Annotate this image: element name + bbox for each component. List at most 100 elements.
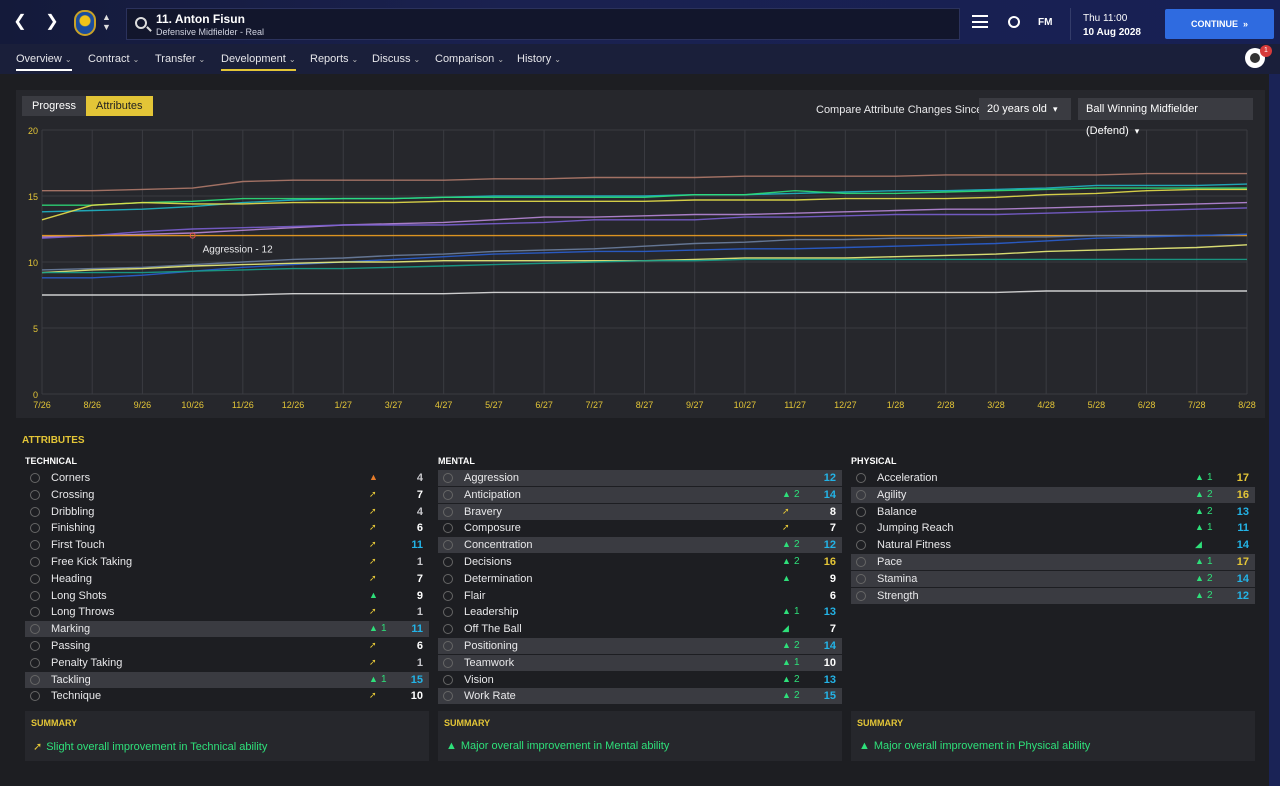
trend-arrow-icon: ▲ bbox=[782, 640, 791, 650]
attribute-detail-icon[interactable] bbox=[856, 590, 866, 601]
attribute-detail-icon[interactable] bbox=[443, 607, 453, 618]
attribute-detail-icon[interactable] bbox=[856, 489, 866, 500]
attribute-row[interactable]: Bravery ➚ 8 bbox=[438, 503, 842, 520]
attribute-detail-icon[interactable] bbox=[443, 506, 453, 517]
attribute-detail-icon[interactable] bbox=[856, 540, 866, 551]
attribute-row[interactable]: Positioning ▲ 2 14 bbox=[438, 638, 842, 654]
club-crest-icon[interactable] bbox=[74, 10, 96, 36]
attribute-row[interactable]: Strength ▲ 2 12 bbox=[851, 587, 1255, 604]
attribute-detail-icon[interactable] bbox=[443, 657, 453, 668]
attribute-detail-icon[interactable] bbox=[30, 590, 40, 601]
attribute-detail-icon[interactable] bbox=[30, 540, 40, 551]
tab-transfer[interactable]: Transfer ⌄ bbox=[155, 53, 205, 69]
tab-discuss[interactable]: Discuss ⌄ bbox=[372, 53, 420, 69]
attribute-detail-icon[interactable] bbox=[443, 540, 453, 551]
tab-development[interactable]: Development ⌄ bbox=[221, 53, 296, 71]
attribute-row[interactable]: Balance ▲ 2 13 bbox=[851, 504, 1255, 520]
attribute-detail-icon[interactable] bbox=[443, 641, 453, 651]
attribute-row[interactable]: Pace ▲ 1 17 bbox=[851, 554, 1255, 570]
attribute-value: 14 bbox=[1236, 539, 1249, 552]
tab-contract[interactable]: Contract ⌄ bbox=[88, 53, 139, 69]
attribute-detail-icon[interactable] bbox=[443, 573, 453, 584]
attribute-row[interactable]: Finishing ➚ 6 bbox=[25, 520, 429, 536]
attribute-row[interactable]: Crossing ➚ 7 bbox=[25, 487, 429, 503]
continue-button[interactable]: CONTINUE » bbox=[1165, 9, 1274, 39]
attribute-detail-icon[interactable] bbox=[30, 691, 40, 702]
attribute-detail-icon[interactable] bbox=[856, 506, 866, 517]
role-dropdown[interactable]: Ball Winning Midfielder (Defend) ▾ bbox=[1078, 98, 1253, 137]
attribute-row[interactable]: Marking ▲ 1 11 bbox=[25, 621, 429, 638]
attribute-row[interactable]: Tackling ▲ 1 15 bbox=[25, 671, 429, 688]
attribute-row[interactable]: Aggression 12 bbox=[438, 470, 842, 486]
attribute-row[interactable]: Vision ▲ 2 13 bbox=[438, 672, 842, 688]
attribute-row[interactable]: Decisions ▲ 2 16 bbox=[438, 554, 842, 570]
attribute-row[interactable]: Anticipation ▲ 2 14 bbox=[438, 486, 842, 503]
attribute-detail-icon[interactable] bbox=[443, 473, 453, 483]
attribute-row[interactable]: Jumping Reach ▲ 1 11 bbox=[851, 520, 1255, 536]
back-arrow-icon[interactable]: ❮ bbox=[13, 13, 27, 30]
attribute-detail-icon[interactable] bbox=[30, 641, 40, 651]
attribute-detail-icon[interactable] bbox=[30, 489, 40, 500]
attribute-row[interactable]: Acceleration ▲ 1 17 bbox=[851, 470, 1255, 486]
attribute-row[interactable]: Heading ➚ 7 bbox=[25, 571, 429, 587]
attributes-toggle[interactable]: Attributes bbox=[86, 96, 153, 116]
chevron-down-icon: ▾ bbox=[1052, 104, 1058, 114]
attribute-detail-icon[interactable] bbox=[30, 557, 40, 567]
attribute-detail-icon[interactable] bbox=[30, 573, 40, 584]
attribute-detail-icon[interactable] bbox=[443, 691, 453, 702]
attribute-row[interactable]: Long Throws ➚ 1 bbox=[25, 604, 429, 620]
attribute-row[interactable]: Work Rate ▲ 2 15 bbox=[438, 688, 842, 705]
attribute-row[interactable]: First Touch ➚ 11 bbox=[25, 537, 429, 553]
attribute-row[interactable]: Corners ▲ 4 bbox=[25, 470, 429, 486]
attribute-detail-icon[interactable] bbox=[30, 624, 40, 635]
attribute-row[interactable]: Long Shots ▲ 9 bbox=[25, 588, 429, 604]
attribute-row[interactable]: Technique ➚ 10 bbox=[25, 688, 429, 704]
fm-logo[interactable]: FM bbox=[1038, 17, 1053, 28]
menu-icon[interactable] bbox=[972, 15, 988, 28]
game-date[interactable]: Thu 11:00 10 Aug 2028 bbox=[1070, 8, 1160, 40]
attribute-detail-icon[interactable] bbox=[30, 657, 40, 668]
attribute-detail-icon[interactable] bbox=[30, 523, 40, 534]
attribute-detail-icon[interactable] bbox=[856, 523, 866, 534]
attribute-row[interactable]: Passing ➚ 6 bbox=[25, 638, 429, 654]
crest-switch-arrows-icon[interactable]: ▲ ▼ bbox=[102, 12, 111, 32]
attribute-detail-icon[interactable] bbox=[443, 590, 453, 601]
player-search-box[interactable]: 11. Anton Fisun Defensive Midfielder - R… bbox=[126, 8, 960, 40]
attribute-detail-icon[interactable] bbox=[443, 557, 453, 567]
attribute-detail-icon[interactable] bbox=[856, 557, 866, 567]
since-dropdown[interactable]: 20 years old ▾ bbox=[979, 98, 1071, 120]
globe-icon[interactable] bbox=[1008, 16, 1020, 28]
attribute-row[interactable]: Leadership ▲ 1 13 bbox=[438, 604, 842, 620]
attribute-row[interactable]: Dribbling ➚ 4 bbox=[25, 504, 429, 520]
attribute-detail-icon[interactable] bbox=[443, 624, 453, 635]
attribute-detail-icon[interactable] bbox=[30, 506, 40, 517]
attribute-row[interactable]: Teamwork ▲ 1 10 bbox=[438, 654, 842, 671]
attribute-row[interactable]: Agility ▲ 2 16 bbox=[851, 486, 1255, 503]
tab-comparison[interactable]: Comparison ⌄ bbox=[435, 53, 504, 69]
tab-reports[interactable]: Reports ⌄ bbox=[310, 53, 358, 69]
attribute-row[interactable]: Natural Fitness ◢ 14 bbox=[851, 537, 1255, 553]
attribute-row[interactable]: Free Kick Taking ➚ 1 bbox=[25, 554, 429, 570]
attribute-row[interactable]: Stamina ▲ 2 14 bbox=[851, 570, 1255, 587]
search-icon[interactable] bbox=[135, 17, 147, 29]
forward-arrow-icon[interactable]: ❯ bbox=[45, 13, 59, 30]
technical-heading: TECHNICAL bbox=[25, 456, 77, 466]
attribute-row[interactable]: Penalty Taking ➚ 1 bbox=[25, 655, 429, 671]
tab-overview[interactable]: Overview ⌄ bbox=[16, 53, 72, 71]
progress-toggle[interactable]: Progress bbox=[22, 96, 87, 116]
attribute-row[interactable]: Determination ▲ 9 bbox=[438, 571, 842, 587]
attribute-row[interactable]: Flair 6 bbox=[438, 588, 842, 604]
attribute-detail-icon[interactable] bbox=[443, 674, 453, 685]
attribute-detail-icon[interactable] bbox=[30, 473, 40, 483]
attribute-detail-icon[interactable] bbox=[856, 473, 866, 483]
attribute-detail-icon[interactable] bbox=[443, 489, 453, 500]
tab-history[interactable]: History ⌄ bbox=[517, 53, 561, 69]
attribute-detail-icon[interactable] bbox=[30, 607, 40, 618]
attribute-detail-icon[interactable] bbox=[856, 573, 866, 584]
attribute-row[interactable]: Off The Ball ◢ 7 bbox=[438, 621, 842, 637]
attribute-detail-icon[interactable] bbox=[30, 674, 40, 685]
attribute-detail-icon[interactable] bbox=[443, 523, 453, 534]
trend-arrow-icon: ▲ bbox=[782, 690, 791, 701]
attribute-row[interactable]: Composure ➚ 7 bbox=[438, 520, 842, 536]
attribute-row[interactable]: Concentration ▲ 2 12 bbox=[438, 537, 842, 554]
